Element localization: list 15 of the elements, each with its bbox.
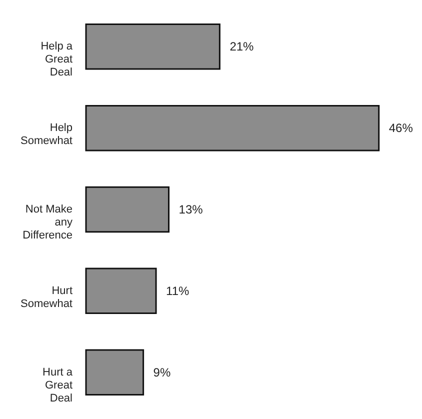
y-tick-label: Hurt a Great Deal [42,366,74,404]
bar [85,186,170,233]
y-tick-label: Help Somewhat [20,122,72,148]
y-tick-label: Not Make any Difference [22,204,73,242]
bar [85,104,380,152]
bar [85,349,144,396]
y-tick-label: Help a Great Deal [40,40,74,79]
y-tick-label: Hurt Somewhat [20,284,72,310]
data-label: 21% [230,40,254,54]
data-label: 11% [166,284,190,298]
bar [85,268,157,314]
data-label: 46% [388,121,414,136]
bar [85,24,220,70]
data-label: 9% [153,365,171,380]
data-label: 13% [178,202,204,216]
